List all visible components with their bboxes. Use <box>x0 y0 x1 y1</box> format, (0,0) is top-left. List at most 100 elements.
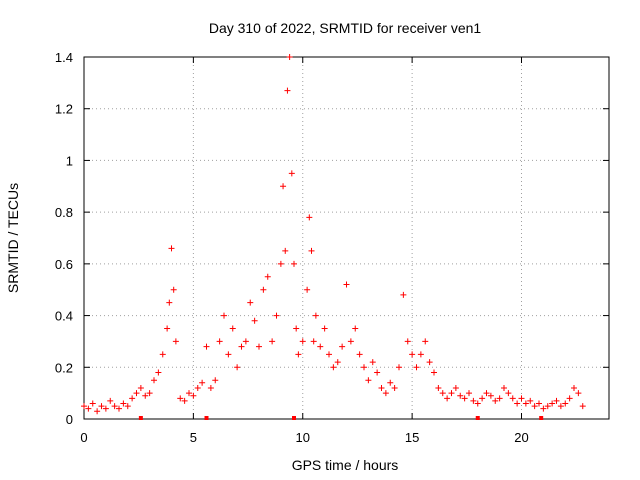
axis-marker <box>539 416 544 420</box>
data-point <box>306 214 313 221</box>
data-point <box>369 359 376 366</box>
y-tick-label: 0.6 <box>55 257 73 272</box>
data-point <box>124 403 131 410</box>
data-point <box>426 359 433 366</box>
axis-marker <box>204 416 209 420</box>
data-point <box>531 403 538 410</box>
data-point <box>280 183 287 190</box>
data-point <box>409 351 416 358</box>
data-point <box>413 364 420 371</box>
data-point <box>444 395 451 402</box>
data-point <box>199 379 206 386</box>
data-point <box>461 395 468 402</box>
data-point <box>448 390 455 397</box>
data-point <box>579 403 586 410</box>
x-tick-label: 20 <box>514 430 528 445</box>
data-point <box>522 400 529 407</box>
data-point <box>536 400 542 407</box>
data-point <box>387 379 394 386</box>
data-point <box>452 384 459 391</box>
data-point <box>553 397 560 404</box>
axis-marker <box>475 416 480 420</box>
data-point <box>251 317 258 324</box>
data-point <box>492 397 499 404</box>
data-point <box>435 384 442 391</box>
axis-marker <box>292 416 296 420</box>
data-point <box>310 338 317 345</box>
data-point <box>129 395 136 402</box>
data-point <box>439 390 446 397</box>
chart-title: Day 310 of 2022, SRMTID for receiver ven… <box>209 20 482 36</box>
data-point <box>391 384 398 391</box>
data-point <box>133 390 140 397</box>
data-point <box>549 400 556 407</box>
data-point <box>361 364 367 371</box>
data-point <box>225 351 232 358</box>
data-point <box>396 364 402 371</box>
data-point <box>299 338 306 345</box>
data-point <box>107 397 114 404</box>
plot-frame <box>83 56 610 420</box>
data-point <box>159 351 166 358</box>
y-tick-label: 0.8 <box>55 205 73 220</box>
data-point <box>378 384 385 391</box>
data-point <box>170 286 177 293</box>
data-point <box>343 281 350 288</box>
data-point <box>483 390 490 397</box>
data-point <box>111 403 118 410</box>
data-point <box>81 403 87 410</box>
data-point <box>256 343 262 350</box>
data-point <box>264 273 271 280</box>
x-tick-label: 0 <box>80 430 87 445</box>
y-tick-label: 1.4 <box>55 50 73 65</box>
data-point <box>347 338 354 345</box>
axis-markers <box>138 416 544 420</box>
data-point <box>571 384 577 391</box>
data-point <box>146 390 153 397</box>
data-point <box>562 400 569 407</box>
data-point <box>172 338 179 345</box>
y-tick-label: 1 <box>66 153 73 168</box>
data-point <box>496 395 503 402</box>
data-point <box>487 392 494 399</box>
data-point <box>317 343 324 350</box>
data-point <box>291 260 297 267</box>
data-point <box>177 395 184 402</box>
data-point <box>247 299 254 306</box>
data-point <box>479 395 486 402</box>
x-tick-label: 10 <box>296 430 310 445</box>
data-point <box>422 338 429 345</box>
data-point <box>330 364 337 371</box>
data-point <box>404 338 411 345</box>
data-point <box>514 400 521 407</box>
data-point <box>102 405 109 412</box>
data-point <box>142 392 149 399</box>
data-point <box>286 54 293 60</box>
data-point <box>566 395 573 402</box>
data-point <box>518 395 525 402</box>
data-point <box>304 286 311 293</box>
axis-marker <box>138 416 143 420</box>
data-point <box>417 351 424 358</box>
data-point <box>164 325 171 332</box>
data-point <box>181 397 188 404</box>
data-point <box>284 87 291 94</box>
data-points <box>81 54 586 415</box>
data-point <box>190 392 197 399</box>
data-point <box>509 395 516 402</box>
data-point <box>295 351 302 358</box>
x-axis-label: GPS time / hours <box>292 457 399 473</box>
data-point <box>273 312 280 319</box>
data-point <box>166 299 173 306</box>
data-point <box>575 390 582 397</box>
data-point <box>321 325 328 332</box>
data-point <box>326 351 332 358</box>
data-point <box>282 247 289 254</box>
data-point <box>293 325 300 332</box>
data-point <box>312 312 319 319</box>
axis-ticks: 0 5 10 15 20 0 0.2 0.4 0.6 0.8 1 1.2 1.4 <box>55 50 609 445</box>
data-point <box>470 397 477 404</box>
data-point <box>334 359 341 366</box>
data-point <box>540 405 547 412</box>
